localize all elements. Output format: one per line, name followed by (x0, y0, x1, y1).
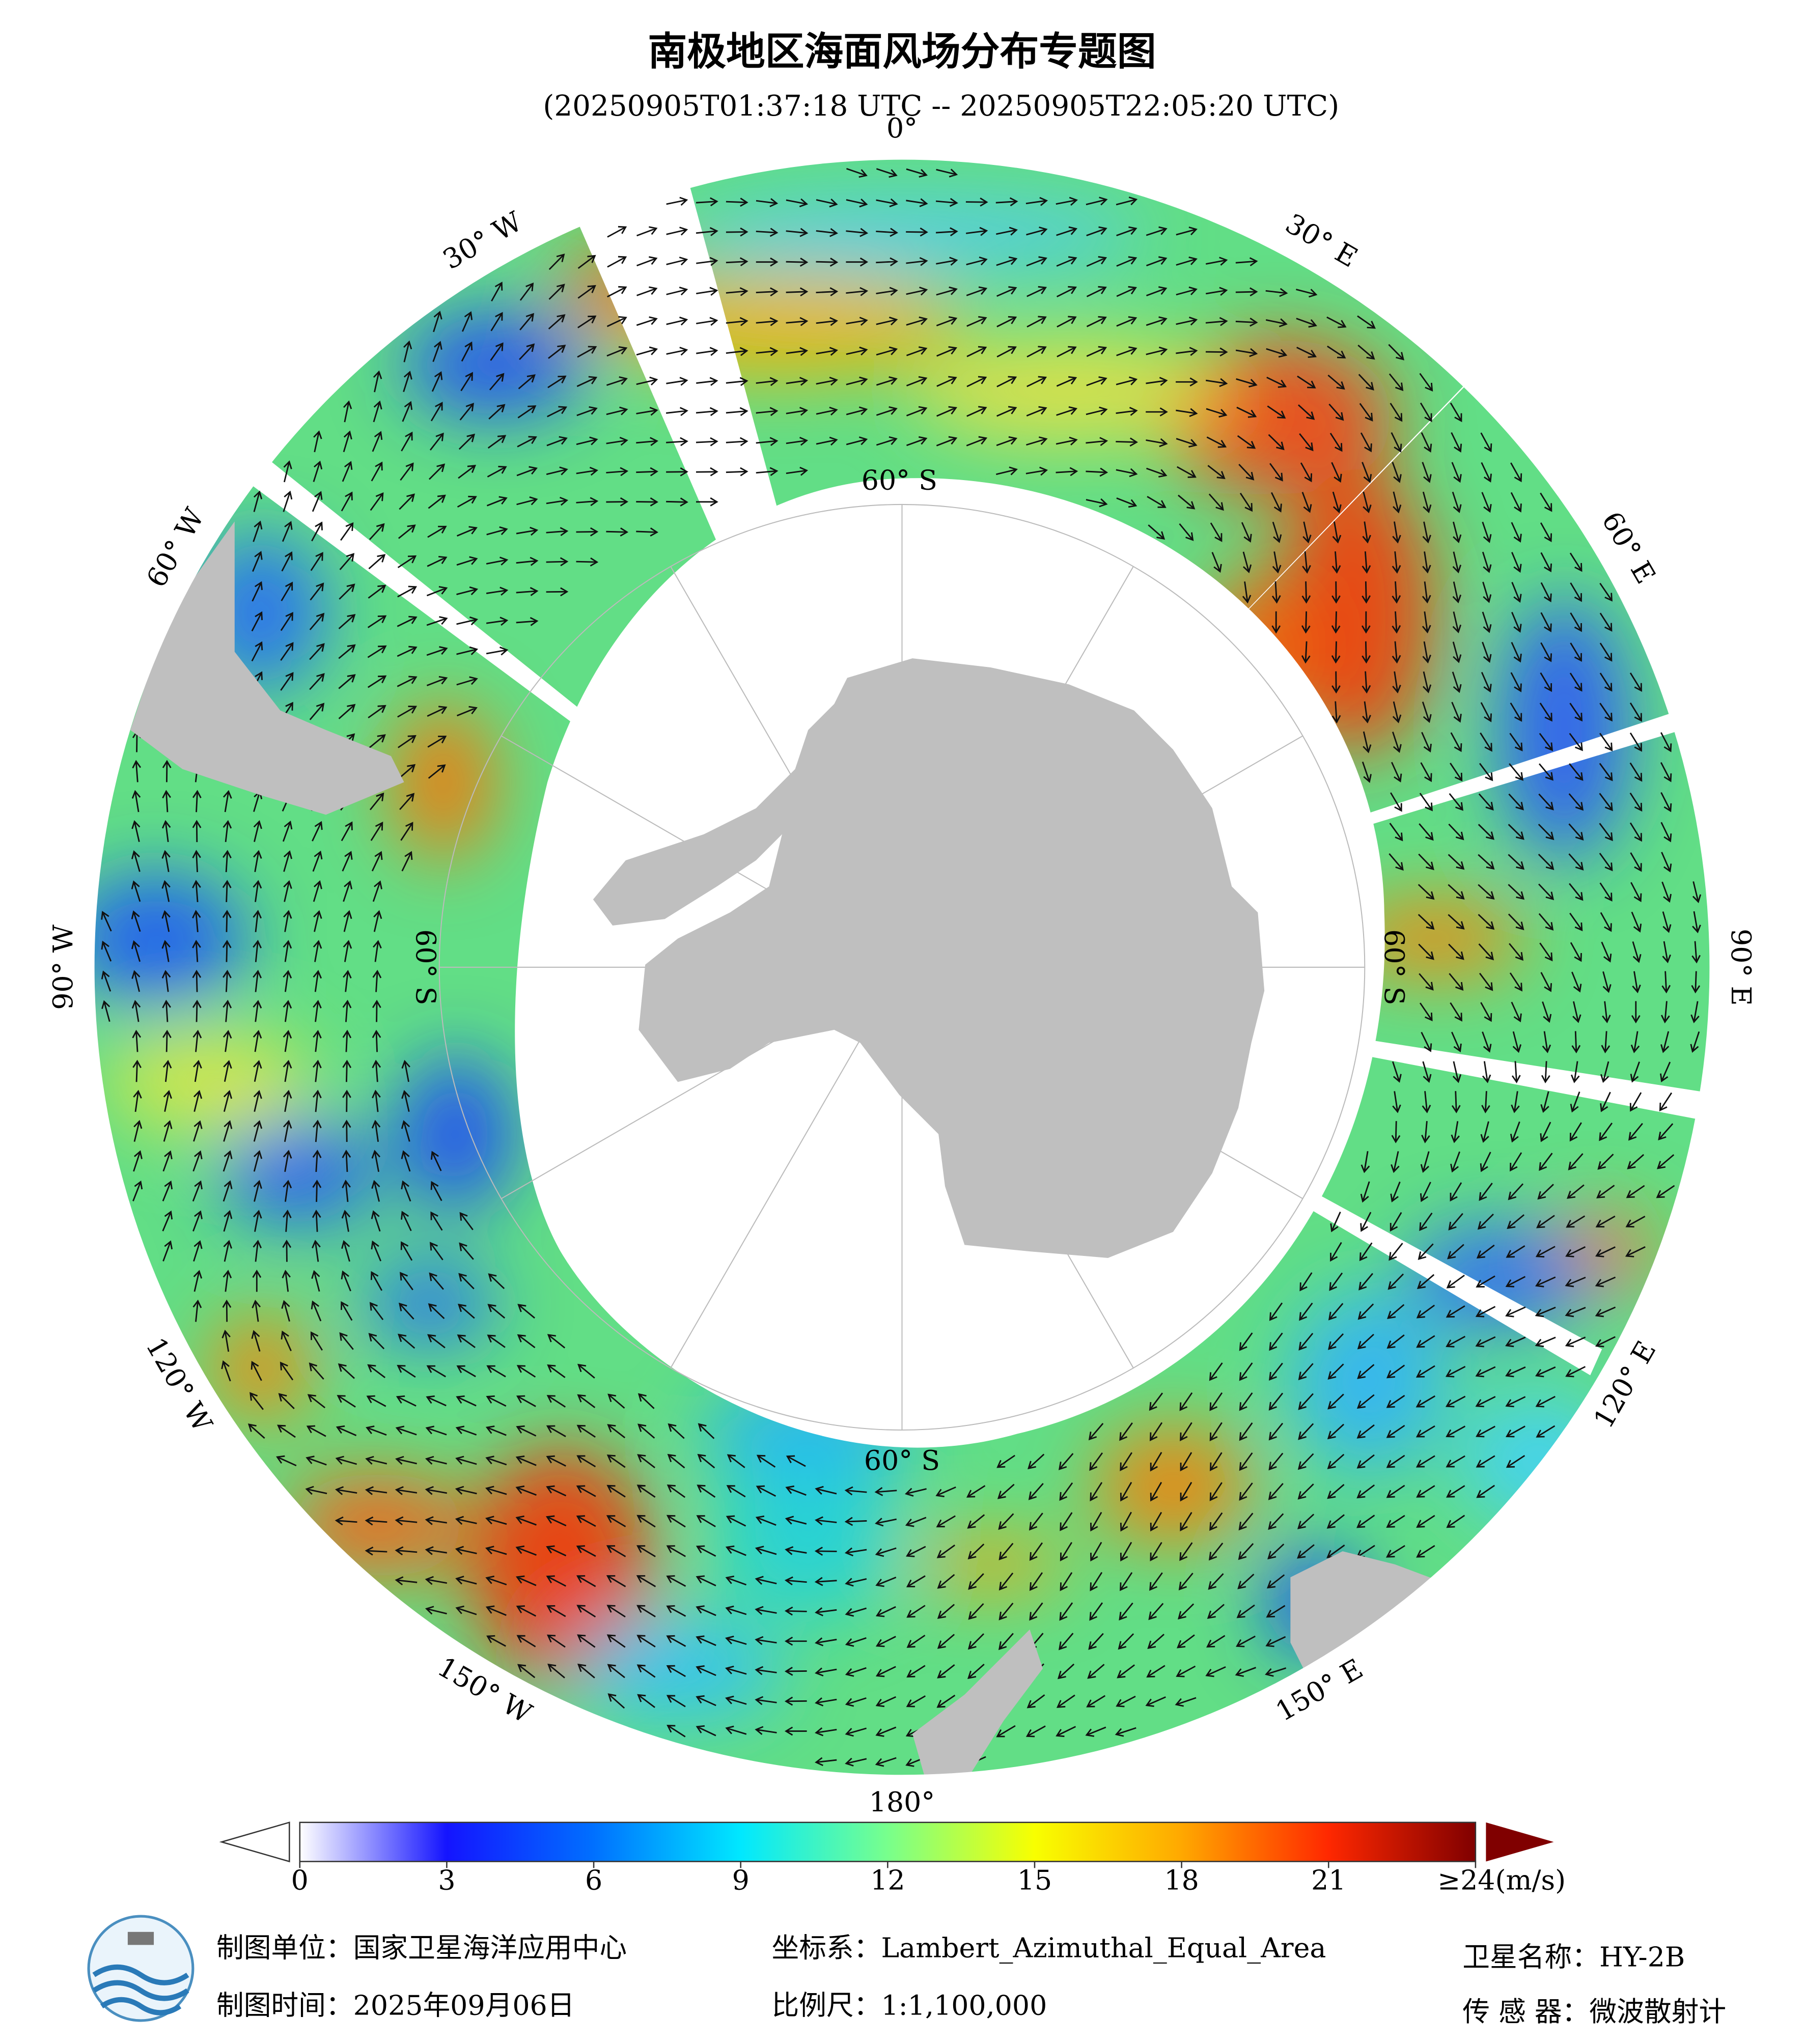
title: 南极地区海面风场分布专题图 (648, 29, 1156, 75)
longitude-label: 90° E (1725, 929, 1757, 1006)
footer: 制图单位：国家卫星海洋应用中心 制图时间：2025年09月06日 坐标系：Lam… (87, 1915, 1726, 2028)
colorbar-tick-label: 15 (1017, 1864, 1052, 1896)
wind-arrows (101, 168, 1702, 1767)
footer-satellite: 卫星名称：HY-2B (1462, 1941, 1685, 1973)
footer-scale: 比例尺：1:1,100,000 (772, 1989, 1047, 2021)
footer-unit: 制图单位：国家卫星海洋应用中心 (216, 1932, 627, 1964)
latitude-label: 60° S (864, 1444, 940, 1476)
colorbar-tick-label: ≥24(m/s) (1437, 1864, 1566, 1896)
longitude-label: 0° (886, 112, 918, 144)
footer-crs: 坐标系：Lambert_Azimuthal_Equal_Area (772, 1932, 1326, 1964)
footer-sensor: 传 感 器：微波散射计 (1462, 1996, 1726, 2028)
colorbar-tick-label: 21 (1311, 1864, 1346, 1896)
longitude-label: 90° W (47, 924, 79, 1010)
map-outline (93, 158, 1711, 1776)
colorbar-tick-label: 6 (585, 1864, 602, 1896)
colorbar-tick-label: 18 (1164, 1864, 1199, 1896)
colorbar-under (219, 1821, 290, 1863)
latitude-label: 60° S (410, 929, 442, 1005)
logo (87, 1915, 195, 2022)
new-zealand (912, 1629, 1043, 1776)
longitude-label: 180° (869, 1786, 935, 1818)
colorbar-over (1486, 1822, 1554, 1862)
colorbar-tick-label: 3 (438, 1864, 455, 1896)
footer-time: 制图时间：2025年09月06日 (216, 1989, 575, 2021)
latitude-label: 60° S (1378, 929, 1410, 1005)
subtitle: (20250905T01:37:18 UTC -- 20250905T22:05… (543, 90, 1339, 123)
latitude-label: 60° S (862, 464, 937, 496)
colorbar-tick-label: 9 (732, 1864, 750, 1896)
colorbar-tick-label: 0 (291, 1864, 309, 1896)
colorbar: 0 3 6 9 12 15 18 21 ≥24(m/s) (219, 1821, 1566, 1896)
colorbar-scale (299, 1822, 1477, 1862)
colorbar-tick-label: 12 (870, 1864, 905, 1896)
antarctica (593, 658, 1265, 1258)
south-america (130, 521, 404, 815)
